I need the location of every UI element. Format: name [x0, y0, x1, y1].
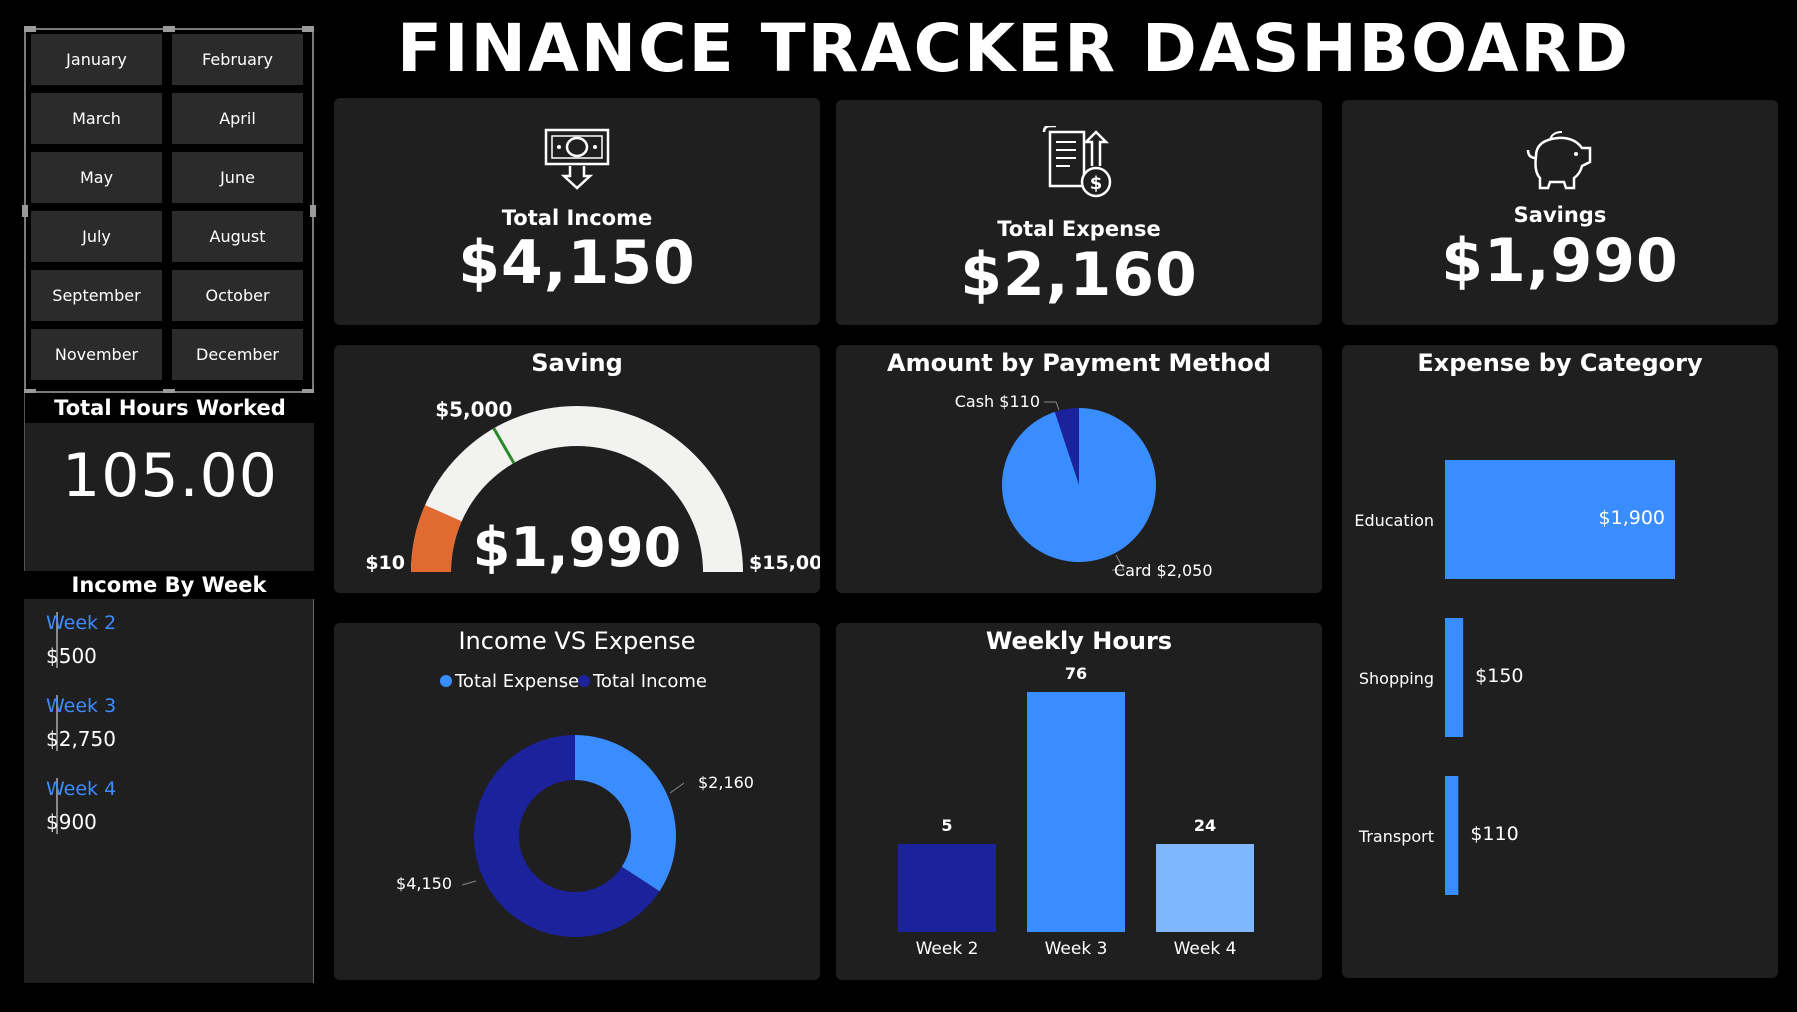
month-button-april[interactable]: April	[172, 93, 303, 144]
total-income-card: Total Income $4,150	[334, 98, 820, 325]
income-week-value: $2,750	[46, 727, 116, 751]
month-button-july[interactable]: July	[31, 211, 162, 262]
income-week-label: Week 2	[46, 612, 117, 634]
income-week-label: Week 3	[46, 695, 117, 717]
donut-label-expense: $2,160	[698, 773, 754, 792]
expense-category-bar-chart[interactable]: Education $1,900 Shopping $150 Transport $110	[1342, 345, 1778, 978]
category-bar[interactable]	[1445, 618, 1464, 737]
gauge-target-label: $5,000	[435, 397, 512, 421]
gauge-title: Saving	[531, 349, 623, 377]
legend-label[interactable]: Total Expense	[454, 671, 579, 692]
income-by-week-title: Income By Week	[24, 571, 314, 599]
pie-slice-cash[interactable]	[1054, 408, 1079, 485]
donut-slice[interactable]	[473, 735, 660, 937]
category-label: Shopping	[1359, 669, 1434, 688]
kpi-value: $2,160	[960, 240, 1198, 310]
pie-title: Amount by Payment Method	[887, 349, 1271, 377]
pie-slice-card[interactable]	[1002, 408, 1156, 562]
savings-card: Savings $1,990	[1342, 100, 1778, 325]
month-button-october[interactable]: October	[172, 270, 303, 321]
category-bar[interactable]	[1445, 460, 1675, 579]
month-button-august[interactable]: August	[172, 211, 303, 262]
month-slicer[interactable]: January February March April May June July Augu…	[22, 26, 316, 395]
kpi-value: $4,150	[458, 228, 696, 298]
month-button-january[interactable]: January	[31, 34, 162, 85]
kpi-label: Savings	[1513, 203, 1607, 227]
payment-method-pie[interactable]: Cash $110 Card $2,050	[836, 345, 1322, 593]
month-button-may[interactable]: May	[31, 152, 162, 203]
month-button-december[interactable]: December	[172, 329, 303, 380]
pie-label-card: Card $2,050	[1114, 561, 1213, 580]
kpi-label: Total Expense	[997, 217, 1161, 241]
expense-category-card: Expense by Category Education $1,900 Shopp…	[1342, 345, 1778, 978]
saving-gauge: $1,990 $10 $15,000 $5,000	[365, 397, 820, 579]
category-label: Transport	[1358, 827, 1434, 846]
gauge-max-label: $15,000	[749, 552, 820, 574]
payment-method-card: Amount by Payment Method Cash $110 Card $…	[836, 345, 1322, 593]
income-week-label: Week 4	[46, 778, 117, 800]
month-button-march[interactable]: March	[31, 93, 162, 144]
total-expense-card: $ Total Expense $2,160	[836, 100, 1322, 325]
kpi-value: $1,990	[1441, 226, 1679, 296]
cash-icon	[544, 128, 610, 190]
income-by-week-card: Income By Week Week 2 $500 Week 3 $2,750…	[24, 571, 314, 983]
legend-dot	[578, 675, 590, 687]
kpi-label: Total Income	[501, 206, 653, 230]
weekly-hours-value: 24	[1194, 816, 1216, 835]
weekly-hours-category: Week 2	[916, 939, 979, 959]
income-week-value: $900	[46, 810, 97, 834]
legend-label[interactable]: Total Income	[592, 671, 707, 692]
weekly-hours-category: Week 4	[1174, 939, 1237, 959]
gauge-target-marker	[492, 427, 516, 464]
category-title: Expense by Category	[1417, 349, 1703, 377]
hours-card: Total Hours Worked 105.00	[24, 393, 315, 571]
gauge-track	[411, 405, 743, 572]
hours-card-value: 105.00	[62, 441, 278, 511]
category-bar[interactable]	[1445, 776, 1459, 895]
page-title: FINANCE TRACKER DASHBOARD	[396, 10, 1631, 87]
weekly-hours-value: 5	[941, 816, 952, 835]
gauge-fill	[411, 505, 462, 572]
month-button-february[interactable]: February	[172, 34, 303, 85]
weekly-hours-category: Week 3	[1045, 939, 1108, 959]
weekly-hours-bar[interactable]	[1027, 692, 1125, 932]
weekly-hours-bar-chart[interactable]: 5 Week 2 76 Week 3 24 Week 4	[836, 623, 1322, 980]
income-expense-donut[interactable]: Total Expense Total Income $2,160 $4,150	[334, 623, 820, 980]
weekly-title: Weekly Hours	[985, 627, 1173, 655]
donut-leader	[461, 880, 477, 886]
receipt-dollar-icon: $	[1042, 126, 1112, 198]
pie-leader-card	[1112, 554, 1125, 571]
donut-label-income: $4,150	[396, 874, 452, 893]
weekly-hours-bar[interactable]	[1156, 844, 1254, 932]
donut-title: Income VS Expense	[458, 627, 696, 655]
category-value-label: $150	[1475, 665, 1523, 687]
gauge-value: $1,990	[473, 516, 681, 579]
pie-label-cash: Cash $110	[955, 392, 1040, 411]
svg-text:$: $	[1090, 173, 1103, 194]
gauge-min-label: $10	[365, 552, 405, 574]
donut-leader	[669, 782, 685, 794]
income-vs-expense-card: Income VS Expense Total Expense Total Inc…	[334, 623, 820, 980]
piggy-bank-icon	[1526, 131, 1592, 190]
pie-leader-cash	[1044, 401, 1060, 411]
category-label: Education	[1354, 511, 1434, 530]
category-value-label: $110	[1470, 823, 1518, 845]
donut-slice[interactable]	[575, 735, 676, 892]
weekly-hours-value: 76	[1065, 664, 1087, 683]
month-button-september[interactable]: September	[31, 270, 162, 321]
saving-gauge-card: Saving $1,990 $10 $15,000 $5,000	[334, 345, 820, 593]
legend-dot	[440, 675, 452, 687]
category-value-label: $1,900	[1599, 507, 1665, 529]
weekly-hours-bar[interactable]	[898, 844, 996, 932]
month-button-june[interactable]: June	[172, 152, 303, 203]
month-button-november[interactable]: November	[31, 329, 162, 380]
hours-card-title: Total Hours Worked	[25, 393, 315, 423]
income-week-value: $500	[46, 644, 97, 668]
weekly-hours-card: Weekly Hours 5 Week 2 76 Week 3 24 Week 4	[836, 623, 1322, 980]
